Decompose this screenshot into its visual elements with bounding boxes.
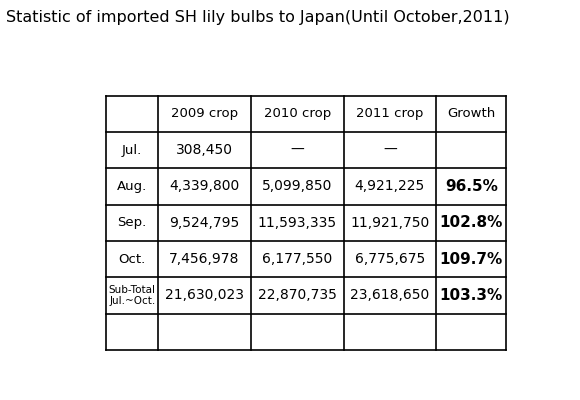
Text: Sep.: Sep. bbox=[118, 216, 147, 229]
Text: 2011 crop: 2011 crop bbox=[356, 107, 423, 120]
Text: 7,456,978: 7,456,978 bbox=[169, 252, 240, 266]
Text: 22,870,735: 22,870,735 bbox=[258, 288, 336, 302]
Text: 4,921,225: 4,921,225 bbox=[355, 180, 425, 194]
Text: 21,630,023: 21,630,023 bbox=[165, 288, 244, 302]
Text: 102.8%: 102.8% bbox=[440, 215, 503, 230]
Text: Jul.: Jul. bbox=[122, 144, 142, 157]
Text: —: — bbox=[383, 143, 397, 157]
Text: 103.3%: 103.3% bbox=[440, 288, 503, 303]
Text: 6,177,550: 6,177,550 bbox=[262, 252, 332, 266]
Text: 109.7%: 109.7% bbox=[440, 252, 503, 266]
Text: Growth: Growth bbox=[447, 107, 495, 120]
Text: 96.5%: 96.5% bbox=[445, 179, 498, 194]
Text: 11,921,750: 11,921,750 bbox=[350, 216, 430, 230]
Text: 6,775,675: 6,775,675 bbox=[355, 252, 425, 266]
Text: 2009 crop: 2009 crop bbox=[171, 107, 238, 120]
Text: 11,593,335: 11,593,335 bbox=[258, 216, 337, 230]
Text: Sub-Total
Jul.~Oct.: Sub-Total Jul.~Oct. bbox=[108, 284, 155, 306]
Text: —: — bbox=[291, 143, 304, 157]
Text: 23,618,650: 23,618,650 bbox=[350, 288, 430, 302]
Text: 9,524,795: 9,524,795 bbox=[169, 216, 240, 230]
Text: Statistic of imported SH lily bulbs to Japan(Until October,2011): Statistic of imported SH lily bulbs to J… bbox=[6, 10, 509, 25]
Text: 5,099,850: 5,099,850 bbox=[262, 180, 332, 194]
Text: 2010 crop: 2010 crop bbox=[263, 107, 331, 120]
Text: 308,450: 308,450 bbox=[176, 143, 233, 157]
Text: 4,339,800: 4,339,800 bbox=[169, 180, 240, 194]
Text: Aug.: Aug. bbox=[117, 180, 147, 193]
Text: Oct.: Oct. bbox=[118, 252, 146, 266]
